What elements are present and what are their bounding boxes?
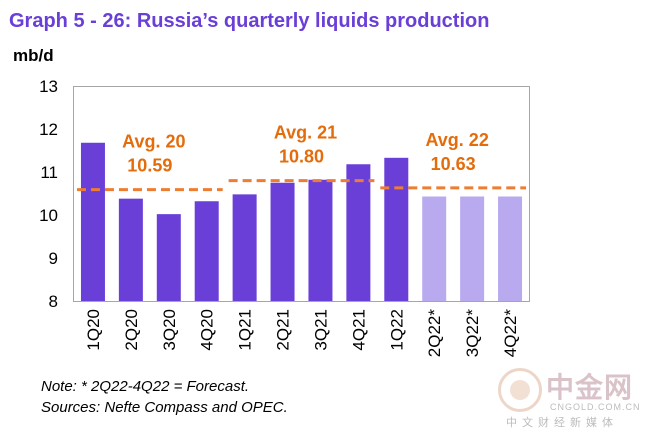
bar [194,201,219,301]
y-tick-label: 8 [49,292,58,311]
bar [422,196,447,301]
bar [384,157,409,301]
bar [460,196,485,301]
average-label: Avg. 21 [274,123,337,143]
bar [118,198,143,301]
y-axis-unit-label: mb/d [13,46,54,65]
chart-title: Graph 5 - 26: Russia’s quarterly liquids… [9,10,490,32]
average-label: Avg. 20 [122,132,185,152]
x-axis-labels: 1Q20 2Q20 3Q20 4Q20 1Q21 2Q21 3Q21 4Q21 1Q22 2Q22… [84,309,520,358]
watermark-domain: CNGOLD.COM.CN [550,402,641,412]
bar [308,179,333,301]
y-tick-label: 11 [40,163,58,182]
x-tick-label: 2Q21 [274,309,293,351]
forecast-note: Note: * 2Q22-4Q22 = Forecast. [41,378,250,395]
x-tick-label: 2Q22* [425,309,444,358]
average-value-label: 10.63 [431,154,476,174]
bar [346,164,371,301]
x-tick-label: 3Q22* [463,309,482,358]
bar [156,214,181,301]
average-lines [76,179,527,192]
plot-frame [73,86,530,302]
y-axis-ticks: 8 9 10 11 12 13 [39,77,58,311]
average-labels: Avg. 20 10.59 Avg. 21 10.80 Avg. 22 10.63 [122,123,489,176]
bar [80,142,105,301]
watermark-emblem-icon [498,368,542,412]
x-tick-label: 1Q22 [387,309,406,351]
x-tick-label: 3Q21 [311,309,330,351]
average-label: Avg. 22 [425,130,488,150]
bars [80,142,523,301]
y-tick-label: 13 [39,77,58,96]
x-tick-label: 1Q21 [236,309,255,351]
sources-note: Sources: Nefte Compass and OPEC. [41,399,288,416]
bar [498,196,523,301]
x-tick-label: 2Q20 [122,309,141,351]
x-tick-label: 1Q20 [84,309,103,351]
y-tick-label: 10 [39,206,58,225]
average-value-label: 10.59 [127,156,172,176]
average-value-label: 10.80 [279,147,324,167]
x-tick-label: 4Q22* [501,309,520,358]
watermark-logo: 中金网 CNGOLD.COM.CN 中文财经新媒体 [498,366,648,430]
y-tick-label: 9 [49,249,58,268]
watermark-slogan: 中文财经新媒体 [506,416,618,429]
x-tick-label: 3Q20 [160,309,179,351]
x-tick-label: 4Q20 [198,309,217,351]
bar [270,182,295,301]
bar [232,194,257,301]
watermark-name: 中金网 [546,371,634,404]
x-tick-label: 4Q21 [349,309,368,351]
y-tick-label: 12 [39,120,58,139]
